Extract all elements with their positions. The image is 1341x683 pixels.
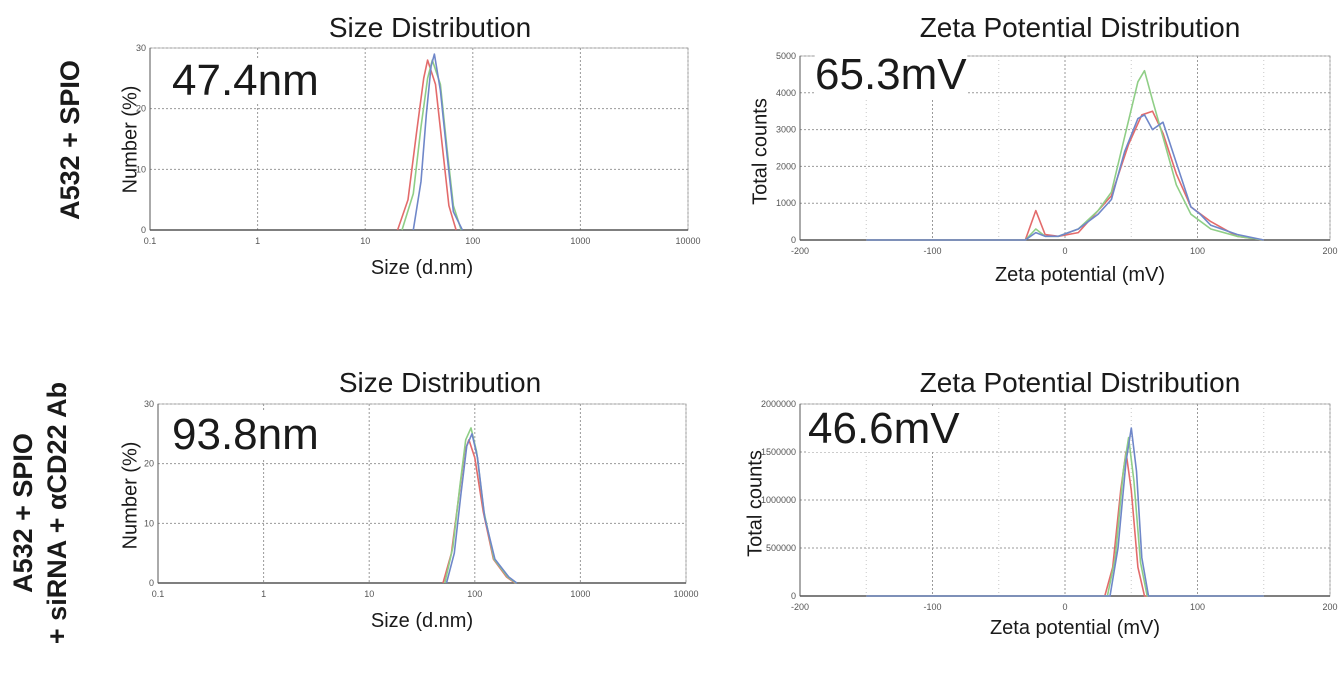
y-tick-label: 20 [136, 104, 146, 114]
y-tick-label: 30 [144, 399, 154, 409]
x-tick-label: 10 [360, 236, 370, 246]
series-line-blue [866, 427, 1264, 597]
zeta-value-label: 65.3mV [815, 50, 967, 99]
x-tick-label: 100 [1190, 246, 1205, 256]
zeta-distribution-panel-top: Zeta Potential Distribution Total counts… [0, 0, 1341, 320]
y-tick-label: 0 [141, 225, 146, 235]
x-tick-label: 100 [467, 589, 482, 599]
x-tick-label: 100 [1190, 602, 1205, 612]
x-tick-label: 0.1 [152, 589, 165, 599]
x-tick-label: 200 [1322, 602, 1337, 612]
y-tick-label: 500000 [766, 543, 796, 553]
y-tick-label: 4000 [776, 88, 796, 98]
y-tick-label: 2000000 [761, 399, 796, 409]
x-axis-label: Zeta potential (mV) [989, 617, 1161, 639]
panel-title: Size Distribution [338, 367, 542, 398]
x-tick-label: 200 [1322, 246, 1337, 256]
size-chart-bottom: 0.1 1 10 100 1000 10000 0 10 20 30 [144, 399, 699, 599]
x-axis-label: Zeta potential (mV) [994, 264, 1166, 286]
y-tick-label: 30 [136, 43, 146, 53]
y-tick-label: 5000 [776, 51, 796, 61]
size-value-label: 93.8nm [172, 410, 319, 459]
x-tick-label: 10000 [673, 589, 698, 599]
x-tick-label: -200 [791, 246, 809, 256]
size-distribution-panel-bottom: Size Distribution Number (%) 0.1 1 10 100 10… [120, 367, 699, 632]
panel-title: Zeta Potential Distribution [919, 367, 1241, 398]
y-tick-label: 1000 [776, 198, 796, 208]
y-tick-label: 0 [791, 235, 796, 245]
series-line-blue [445, 432, 518, 584]
y-tick-label: 10 [144, 518, 154, 528]
y-tick-label: 20 [144, 459, 154, 469]
y-tick-label: 0 [149, 578, 154, 588]
x-tick-label: 10000 [675, 236, 700, 246]
y-tick-label: 2000 [776, 161, 796, 171]
x-tick-label: 100 [465, 236, 480, 246]
y-tick-label: 1500000 [761, 447, 796, 457]
x-axis-label: Size (d.nm) [370, 257, 474, 279]
x-tick-label: 10 [364, 589, 374, 599]
x-tick-label: 1000 [570, 589, 590, 599]
y-tick-label: 10 [136, 164, 146, 174]
panel-title: Zeta Potential Distribution [919, 12, 1241, 43]
series-line-blue [412, 53, 464, 231]
y-tick-label: 3000 [776, 125, 796, 135]
x-axis-label: Size (d.nm) [370, 610, 474, 632]
zeta-value-label: 46.6mV [808, 404, 960, 453]
x-tick-label: 1 [261, 589, 266, 599]
series-line-blue [866, 114, 1264, 241]
x-tick-label: 1 [255, 236, 260, 246]
y-tick-label: 1000000 [761, 495, 796, 505]
panel-title: Size Distribution [328, 12, 532, 43]
x-tick-label: -100 [923, 246, 941, 256]
x-tick-label: -200 [791, 602, 809, 612]
size-chart-top: 0.1 1 10 100 1000 10000 0 10 20 30 [136, 43, 701, 246]
size-value-label: 47.4nm [172, 56, 319, 105]
x-tick-label: 0 [1062, 246, 1067, 256]
x-tick-label: -100 [923, 602, 941, 612]
series-line-green [866, 436, 1264, 597]
y-tick-label: 0 [791, 591, 796, 601]
x-tick-label: 1000 [570, 236, 590, 246]
x-tick-label: 0 [1062, 602, 1067, 612]
x-tick-label: 0.1 [144, 236, 157, 246]
series-line-red [396, 59, 457, 231]
size-distribution-panel-top: Size Distribution Number (%) 0.1 1 10 100 10… [0, 0, 701, 320]
